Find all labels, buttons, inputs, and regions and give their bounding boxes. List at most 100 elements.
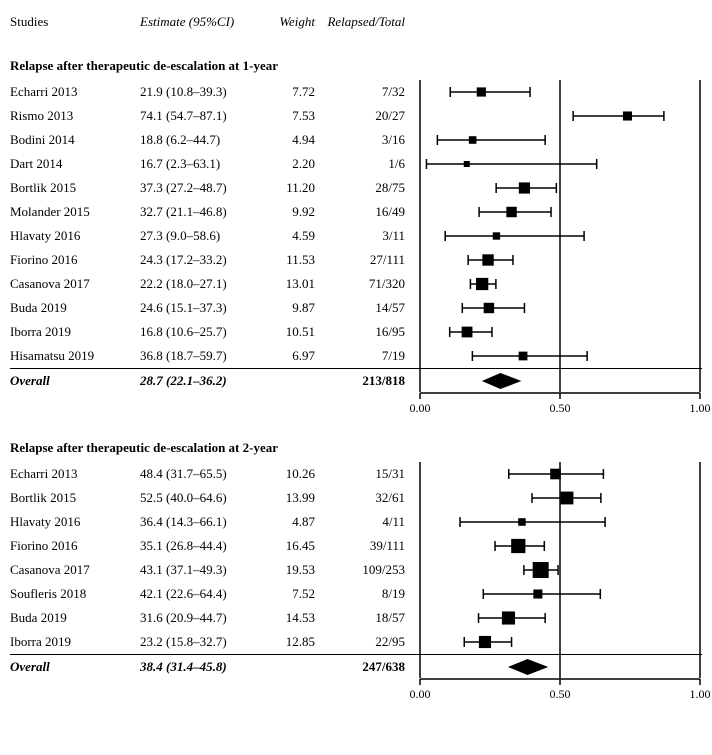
estimate: 18.8 (6.2–44.7) — [140, 132, 270, 148]
table-row: Fiorino 201635.1 (26.8–44.4)16.4539/111 — [10, 534, 702, 558]
overall-rt: 247/638 — [325, 659, 420, 675]
weight: 2.20 — [270, 156, 325, 172]
table-row: Soufleris 201842.1 (22.6–64.4)7.528/19 — [10, 582, 702, 606]
table-row: Hlavaty 201627.3 (9.0–58.6)4.593/11 — [10, 224, 702, 248]
estimate: 35.1 (26.8–44.4) — [140, 538, 270, 554]
forest-cell — [420, 582, 700, 606]
weight: 9.87 — [270, 300, 325, 316]
forest-cell — [420, 152, 700, 176]
header-plot-spacer — [420, 10, 700, 34]
table-row: Echarri 201348.4 (31.7–65.5)10.2615/31 — [10, 462, 702, 486]
header-row: StudiesEstimate (95%CI)WeightRelapsed/To… — [10, 10, 702, 34]
weight: 6.97 — [270, 348, 325, 364]
weight: 16.45 — [270, 538, 325, 554]
axis-row: 0.000.501.00 — [10, 678, 702, 708]
table-row: Dart 201416.7 (2.3–63.1)2.201/6 — [10, 152, 702, 176]
header-weight: Weight — [270, 14, 325, 30]
estimate: 23.2 (15.8–32.7) — [140, 634, 270, 650]
relapsed-total: 1/6 — [325, 156, 420, 172]
relapsed-total: 39/111 — [325, 538, 420, 554]
study-name: Hisamatsu 2019 — [10, 348, 140, 364]
overall-estimate: 38.4 (31.4–45.8) — [140, 659, 270, 675]
forest-cell — [420, 200, 700, 224]
section-title: Relapse after therapeutic de-escalation … — [10, 54, 702, 78]
weight: 4.94 — [270, 132, 325, 148]
weight: 11.20 — [270, 180, 325, 196]
study-name: Echarri 2013 — [10, 84, 140, 100]
overall-label: Overall — [10, 373, 140, 389]
estimate: 16.7 (2.3–63.1) — [140, 156, 270, 172]
study-name: Fiorino 2016 — [10, 252, 140, 268]
overall-label: Overall — [10, 659, 140, 675]
table-row: Buda 201924.6 (15.1–37.3)9.8714/57 — [10, 296, 702, 320]
table-row: Iborra 201923.2 (15.8–32.7)12.8522/95 — [10, 630, 702, 654]
estimate: 22.2 (18.0–27.1) — [140, 276, 270, 292]
estimate: 43.1 (37.1–49.3) — [140, 562, 270, 578]
estimate: 24.6 (15.1–37.3) — [140, 300, 270, 316]
estimate: 31.6 (20.9–44.7) — [140, 610, 270, 626]
study-name: Bodini 2014 — [10, 132, 140, 148]
table-row: Rismo 201374.1 (54.7–87.1)7.5320/27 — [10, 104, 702, 128]
study-name: Iborra 2019 — [10, 634, 140, 650]
relapsed-total: 3/16 — [325, 132, 420, 148]
forest-overall-cell — [420, 369, 700, 393]
estimate: 24.3 (17.2–33.2) — [140, 252, 270, 268]
relapsed-total: 27/111 — [325, 252, 420, 268]
weight: 13.01 — [270, 276, 325, 292]
svg-text:0.00: 0.00 — [410, 401, 431, 415]
forest-cell — [420, 176, 700, 200]
table-row: Buda 201931.6 (20.9–44.7)14.5318/57 — [10, 606, 702, 630]
relapsed-total: 32/61 — [325, 490, 420, 506]
estimate: 37.3 (27.2–48.7) — [140, 180, 270, 196]
forest-cell — [420, 128, 700, 152]
weight: 12.85 — [270, 634, 325, 650]
relapsed-total: 3/11 — [325, 228, 420, 244]
weight: 7.72 — [270, 84, 325, 100]
overall-rt: 213/818 — [325, 373, 420, 389]
study-name: Hlavaty 2016 — [10, 514, 140, 530]
table-row: Casanova 201722.2 (18.0–27.1)13.0171/320 — [10, 272, 702, 296]
table-row: Molander 201532.7 (21.1–46.8)9.9216/49 — [10, 200, 702, 224]
relapsed-total: 71/320 — [325, 276, 420, 292]
study-name: Soufleris 2018 — [10, 586, 140, 602]
table-row: Bortlik 201537.3 (27.2–48.7)11.2028/75 — [10, 176, 702, 200]
forest-cell — [420, 510, 700, 534]
relapsed-total: 18/57 — [325, 610, 420, 626]
table-row: Echarri 201321.9 (10.8–39.3)7.727/32 — [10, 80, 702, 104]
weight: 11.53 — [270, 252, 325, 268]
svg-text:1.00: 1.00 — [690, 687, 711, 701]
relapsed-total: 15/31 — [325, 466, 420, 482]
forest-overall-cell — [420, 655, 700, 679]
study-name: Iborra 2019 — [10, 324, 140, 340]
estimate: 21.9 (10.8–39.3) — [140, 84, 270, 100]
overall-estimate: 28.7 (22.1–36.2) — [140, 373, 270, 389]
estimate: 52.5 (40.0–64.6) — [140, 490, 270, 506]
relapsed-total: 8/19 — [325, 586, 420, 602]
forest-cell — [420, 606, 700, 630]
table-row: Fiorino 201624.3 (17.2–33.2)11.5327/111 — [10, 248, 702, 272]
table-row: Iborra 201916.8 (10.6–25.7)10.5116/95 — [10, 320, 702, 344]
estimate: 48.4 (31.7–65.5) — [140, 466, 270, 482]
estimate: 36.8 (18.7–59.7) — [140, 348, 270, 364]
overall-row: Overall28.7 (22.1–36.2) 213/818 — [10, 368, 702, 392]
study-name: Rismo 2013 — [10, 108, 140, 124]
table-row: Bortlik 201552.5 (40.0–64.6)13.9932/61 — [10, 486, 702, 510]
overall-row: Overall38.4 (31.4–45.8) 247/638 — [10, 654, 702, 678]
header-estimate: Estimate (95%CI) — [140, 14, 270, 30]
relapsed-total: 14/57 — [325, 300, 420, 316]
forest-cell — [420, 104, 700, 128]
weight: 4.59 — [270, 228, 325, 244]
weight: 4.87 — [270, 514, 325, 530]
relapsed-total: 16/49 — [325, 204, 420, 220]
table-row: Hlavaty 201636.4 (14.3–66.1)4.874/11 — [10, 510, 702, 534]
forest-cell — [420, 224, 700, 248]
table-row: Bodini 201418.8 (6.2–44.7)4.943/16 — [10, 128, 702, 152]
study-name: Bortlik 2015 — [10, 490, 140, 506]
axis-row: 0.000.501.00 — [10, 392, 702, 422]
estimate: 42.1 (22.6–64.4) — [140, 586, 270, 602]
estimate: 27.3 (9.0–58.6) — [140, 228, 270, 244]
weight: 7.53 — [270, 108, 325, 124]
forest-cell — [420, 248, 700, 272]
svg-text:0.00: 0.00 — [410, 687, 431, 701]
section-title: Relapse after therapeutic de-escalation … — [10, 436, 702, 460]
